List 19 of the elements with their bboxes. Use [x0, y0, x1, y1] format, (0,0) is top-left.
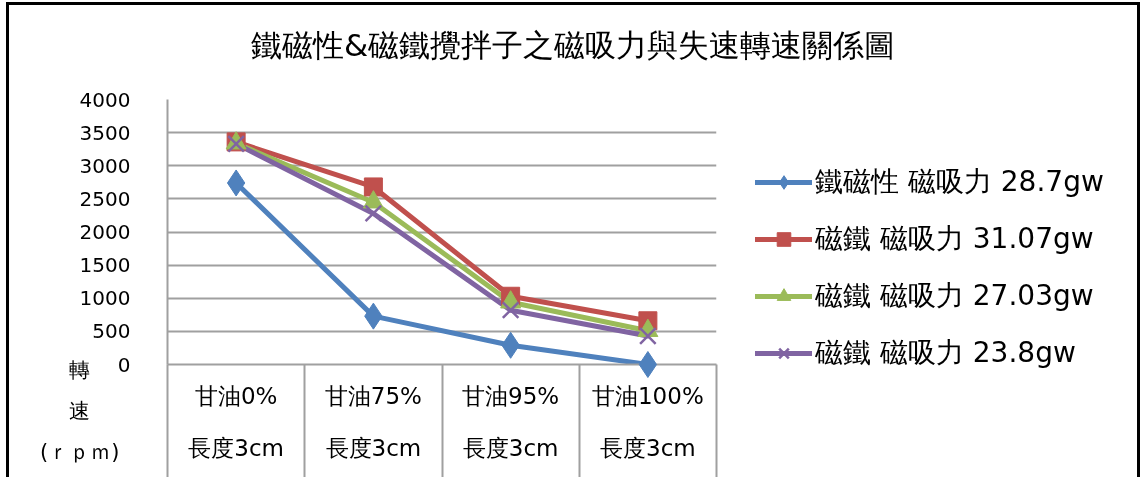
- legend-label: 磁鐵 磁吸力 31.07gw: [815, 221, 1094, 257]
- y-tick-label: 2500: [79, 186, 131, 211]
- x-tick-label: 甘油0% 長度3cm: [188, 382, 284, 462]
- y-axis-title: 轉速(ｒｐｍ): [40, 357, 120, 466]
- y-tick-label: 500: [92, 319, 131, 344]
- x-tick-label: 甘油75% 長度3cm: [324, 382, 422, 462]
- y-tick-label: 2000: [79, 220, 131, 244]
- chart-title: 鐵磁性&磁鐵攪拌子之磁吸力與失速轉速關係圖: [250, 26, 896, 65]
- x-tick-label: 甘油95% 長度3cm: [462, 382, 560, 462]
- y-tick-label: 1000: [79, 286, 131, 311]
- y-tick-label: 3000: [79, 153, 131, 178]
- legend-label: 鐵磁性 磁吸力 28.7gw: [815, 164, 1104, 200]
- x-tick-label: 甘油100% 長度3cm: [592, 382, 704, 462]
- y-tick-label: 0: [117, 352, 131, 377]
- legend-label: 磁鐵 磁吸力 27.03gw: [815, 278, 1094, 314]
- y-tick-label: 1500: [79, 253, 131, 278]
- y-tick-label: 4000: [79, 87, 131, 112]
- y-tick-label: 3500: [79, 120, 131, 145]
- legend-label: 磁鐵 磁吸力 23.8gw: [815, 335, 1076, 371]
